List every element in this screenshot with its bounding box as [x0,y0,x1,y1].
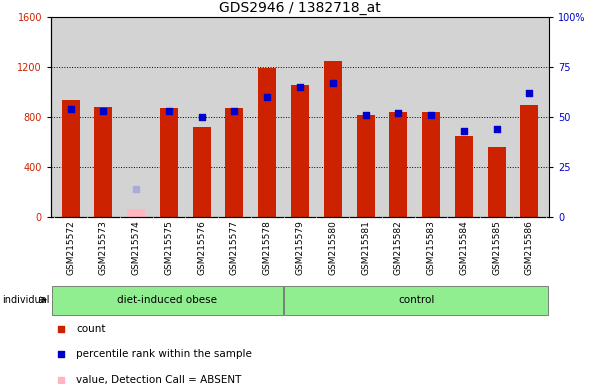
Bar [94,107,112,217]
Text: GSM215579: GSM215579 [296,220,305,275]
Bar [389,112,407,217]
Text: GSM215584: GSM215584 [460,220,469,275]
Point [361,112,370,118]
Text: GSM215573: GSM215573 [99,220,108,275]
Point [164,108,174,114]
Text: GSM215575: GSM215575 [164,220,173,275]
Text: GSM215577: GSM215577 [230,220,239,275]
Text: GSM215583: GSM215583 [427,220,436,275]
Bar [127,210,145,217]
Point [492,126,502,132]
Text: GSM215585: GSM215585 [492,220,501,275]
Bar [455,136,473,217]
Bar [62,100,80,217]
Point [459,128,469,134]
Bar [160,108,178,217]
Text: percentile rank within the sample: percentile rank within the sample [76,349,252,359]
Bar [488,147,506,217]
Point [98,108,108,114]
Text: GSM215578: GSM215578 [263,220,272,275]
Text: individual: individual [2,295,50,305]
Bar [291,85,309,217]
Bar [520,105,538,217]
Text: GSM215576: GSM215576 [197,220,206,275]
Point [426,112,436,118]
Text: GSM215582: GSM215582 [394,220,403,275]
Point [386,311,395,317]
Bar [356,115,374,217]
Text: control: control [398,295,434,305]
Bar [422,112,440,217]
FancyBboxPatch shape [52,286,283,315]
Bar [324,61,342,217]
Text: GSM215574: GSM215574 [131,220,140,275]
Point [386,79,395,85]
Point [394,110,403,116]
Text: GSM215581: GSM215581 [361,220,370,275]
Title: GDS2946 / 1382718_at: GDS2946 / 1382718_at [219,1,381,15]
Text: diet-induced obese: diet-induced obese [117,295,217,305]
FancyBboxPatch shape [284,286,548,315]
Point [230,108,239,114]
Text: GSM215586: GSM215586 [525,220,534,275]
Text: count: count [76,324,106,334]
Point [524,90,534,96]
Point [328,80,338,86]
Point [262,94,272,100]
Point [197,114,206,120]
Text: GSM215580: GSM215580 [328,220,337,275]
Bar [226,108,244,217]
Text: GSM215572: GSM215572 [66,220,75,275]
Point [295,84,305,90]
Point [66,106,76,112]
Bar [258,68,276,217]
Bar [193,127,211,217]
Text: value, Detection Call = ABSENT: value, Detection Call = ABSENT [76,375,241,384]
Point [131,186,141,192]
